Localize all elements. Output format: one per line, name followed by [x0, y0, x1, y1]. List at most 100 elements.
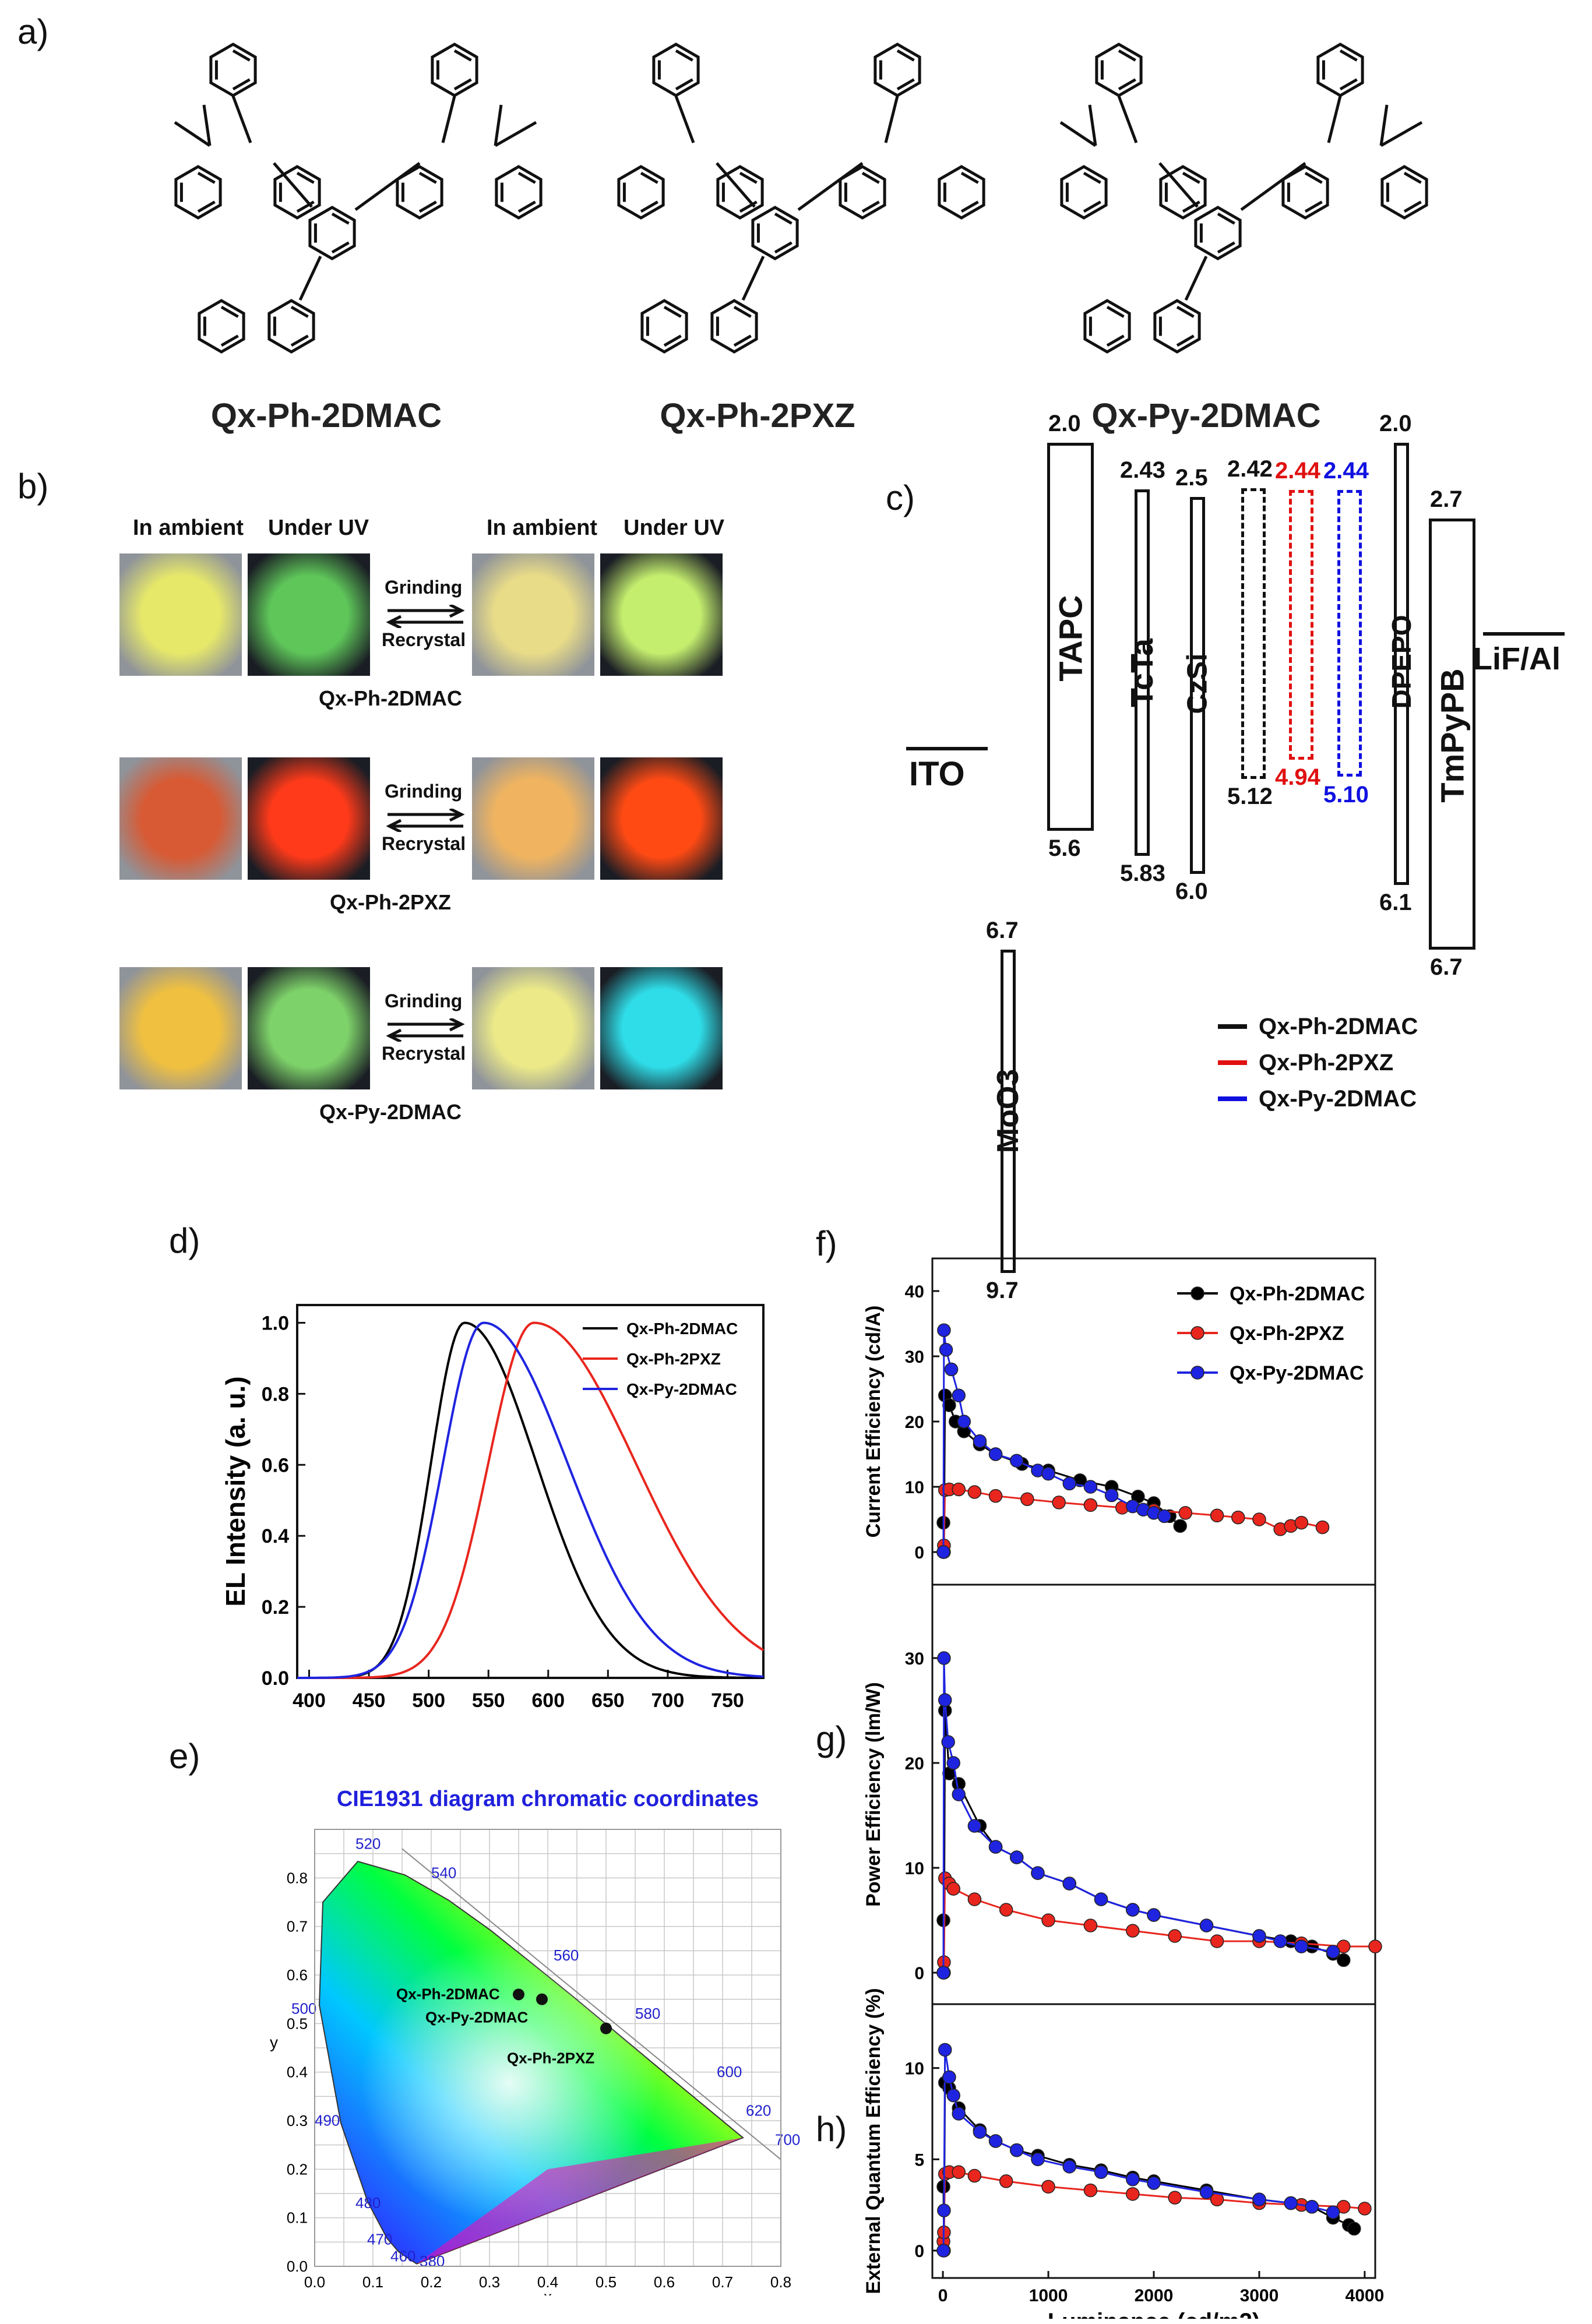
- molecule-1-ring-bond: [517, 200, 536, 213]
- y-tick-label: 0.5: [287, 2015, 308, 2032]
- x-tick-label: 400: [293, 1690, 326, 1712]
- y-tick-label: 30: [905, 1348, 924, 1367]
- series-line-g-1: [942, 1710, 1344, 1973]
- molecule-2-ring-bond: [675, 78, 693, 91]
- y-tick-label: 0.0: [262, 1667, 289, 1690]
- x-tick-label: 550: [472, 1690, 505, 1712]
- molecule-bond: [273, 162, 313, 208]
- y-tick-label: 0.6: [262, 1454, 289, 1476]
- methyl-bond: [202, 104, 212, 146]
- molecule-2-ring-bond: [675, 49, 693, 62]
- data-point: [988, 1840, 1003, 1854]
- data-point: [1126, 2187, 1140, 2201]
- molecule-bond: [1117, 96, 1138, 143]
- fgh-legend-label-2: Qx-Ph-2PXZ: [1230, 1323, 1344, 1345]
- molecule-bond: [298, 255, 322, 301]
- data-point: [1010, 1850, 1024, 1864]
- cie-diagram: CIE1931 diagram chromatic coordinates 380…: [270, 1787, 800, 2295]
- y-tick-label: 0.8: [262, 1383, 289, 1405]
- data-point: [936, 1545, 950, 1559]
- data-point: [999, 1903, 1013, 1917]
- data-point: [1173, 1519, 1187, 1533]
- data-point: [1041, 2180, 1055, 2194]
- data-point: [957, 1415, 971, 1429]
- molecule-3-ring: [1380, 165, 1428, 220]
- molecule-1-ring: [209, 43, 257, 97]
- legend-label-2: Qx-Ph-2PXZ: [626, 1350, 721, 1368]
- panel-label-h: h): [816, 2110, 847, 2149]
- series-line-f-1: [942, 1395, 1181, 1553]
- fgh-legend-marker-1: [1191, 1286, 1204, 1300]
- molecule-2-ring-bond: [663, 305, 682, 318]
- data-point: [1083, 1480, 1098, 1494]
- layer-name: TmPyPB: [1433, 668, 1471, 803]
- y-tick-label: 10: [905, 1859, 924, 1878]
- data-point: [973, 1434, 987, 1448]
- layer-moo3: [1001, 949, 1016, 1273]
- data-point: [1031, 1866, 1045, 1880]
- molecule-3-ring-bond: [1217, 241, 1235, 254]
- data-point: [937, 1651, 951, 1665]
- molecule-2-ring-bond: [960, 171, 979, 184]
- cie-point-3: [600, 2022, 612, 2034]
- y-tick-label: 1.0: [262, 1312, 289, 1334]
- wavelength-label: 380: [420, 2252, 445, 2270]
- x-axis-label: x: [544, 2288, 552, 2295]
- wavelength-label: 580: [635, 2005, 660, 2022]
- purple-region: [417, 2138, 743, 2264]
- data-point: [967, 2168, 982, 2183]
- data-point: [944, 1362, 959, 1377]
- data-point: [1010, 1454, 1024, 1468]
- el-series-3: [297, 1321, 764, 1679]
- fgh-legend-label-1: Qx-Ph-2DMAC: [1230, 1283, 1365, 1305]
- data-point: [1052, 1496, 1066, 1510]
- molecule-1-ring: [198, 299, 245, 354]
- photo-3-4: [600, 967, 723, 1089]
- backward-arrow-head: [386, 819, 402, 832]
- data-point: [1305, 2200, 1319, 2214]
- molecule-3-ring-bond: [1106, 305, 1125, 318]
- data-point: [1199, 1919, 1214, 1932]
- backward-arrow-head: [386, 1028, 402, 1042]
- data-point: [946, 1756, 960, 1770]
- layer-bottom-value: 6.7: [1430, 954, 1463, 980]
- y-tick-label: 0.2: [287, 2160, 308, 2178]
- photo-1-3: [472, 553, 594, 676]
- exchange-arrows: [386, 605, 465, 628]
- x-tick-label: 750: [711, 1690, 744, 1712]
- molecule-3-ring: [1095, 43, 1143, 97]
- emitter-box-3: [1337, 490, 1362, 777]
- data-point: [1157, 1509, 1171, 1524]
- fgh-legend-marker-3: [1191, 1366, 1204, 1380]
- molecule-name-2: Qx-Ph-2PXZ: [660, 397, 855, 435]
- y-tick-label: 0.3: [287, 2112, 308, 2129]
- data-point: [1294, 1515, 1309, 1530]
- molecule-3-ring-bond: [1106, 334, 1125, 347]
- molecule-2-ring: [874, 43, 921, 97]
- x-tick-label: 650: [591, 1690, 625, 1712]
- data-point: [967, 1485, 982, 1499]
- methyl-bond: [1088, 104, 1097, 146]
- panel-label-g: g): [816, 1719, 847, 1758]
- molecule-1-ring: [273, 165, 321, 220]
- molecule-name-3: Qx-Py-2DMAC: [1091, 397, 1321, 435]
- panel-label-b: b): [17, 467, 49, 506]
- data-point: [1168, 1929, 1182, 1943]
- layer-tmpypb: [1429, 518, 1475, 950]
- data-point: [1126, 2173, 1140, 2187]
- diagonal-line: [401, 1848, 781, 2160]
- x-tick-label: 0.4: [537, 2273, 558, 2291]
- photo-3-3: [472, 967, 594, 1089]
- data-point: [1294, 1939, 1309, 1953]
- molecule-bond: [1240, 161, 1306, 211]
- molecule-3-ring: [1316, 43, 1364, 97]
- methyl-bond: [1380, 121, 1423, 147]
- data-point: [1273, 1934, 1287, 1948]
- layer-tapc: [1047, 443, 1094, 831]
- data-point: [952, 1482, 966, 1497]
- molecule-bond: [1158, 162, 1199, 208]
- data-point: [952, 1787, 966, 1801]
- data-point: [1020, 1492, 1034, 1507]
- molecule-2-ring: [640, 299, 688, 354]
- photo-3-2: [248, 967, 370, 1089]
